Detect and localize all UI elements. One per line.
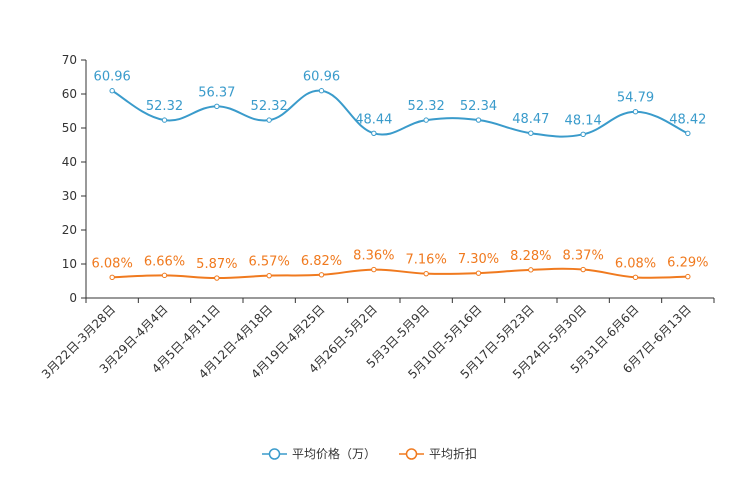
data-point[interactable] xyxy=(318,88,325,94)
data-label: 52.32 xyxy=(408,99,445,114)
data-point[interactable] xyxy=(161,117,168,123)
data-point[interactable] xyxy=(475,270,482,276)
y-tick-label: 40 xyxy=(62,155,77,169)
legend-item-avg-price[interactable]: 平均价格（万） xyxy=(262,446,376,461)
data-point[interactable] xyxy=(109,88,115,94)
data-point[interactable] xyxy=(685,273,691,280)
data-point[interactable] xyxy=(580,266,586,273)
data-label: 48.42 xyxy=(669,112,706,127)
data-label: 6.66% xyxy=(144,254,185,269)
data-point[interactable] xyxy=(423,270,429,277)
data-label: 8.37% xyxy=(563,249,604,264)
data-point[interactable] xyxy=(214,103,220,110)
y-tick-label: 10 xyxy=(62,257,77,271)
legend-item-avg-discount[interactable]: 平均折扣 xyxy=(399,446,477,461)
data-label: 56.37 xyxy=(198,85,235,100)
data-point[interactable] xyxy=(423,117,429,123)
data-label: 60.96 xyxy=(303,70,340,85)
chart-legend[interactable]: 平均价格（万） 平均折扣 xyxy=(262,446,477,461)
data-label: 48.47 xyxy=(512,112,549,127)
data-point[interactable] xyxy=(214,275,220,281)
series-line xyxy=(112,267,688,280)
data-label: 7.30% xyxy=(458,252,499,267)
data-label: 52.34 xyxy=(460,99,497,114)
data-label: 8.36% xyxy=(353,249,394,264)
data-point[interactable] xyxy=(528,267,534,273)
data-point[interactable] xyxy=(371,266,377,273)
y-tick-label: 60 xyxy=(62,87,77,101)
y-tick-label: 0 xyxy=(69,291,77,305)
data-point[interactable] xyxy=(632,274,639,281)
data-label: 6.08% xyxy=(615,256,656,271)
data-point[interactable] xyxy=(161,272,168,279)
data-label: 54.79 xyxy=(617,91,654,106)
data-point[interactable] xyxy=(685,130,691,137)
legend-marker-icon xyxy=(268,448,281,460)
data-point[interactable] xyxy=(580,131,586,138)
legend-label: 平均折扣 xyxy=(429,446,477,461)
series-avg-discount: 6.08% 6.66% 5.87% 6.57% 6.82% 8.36% 7.16% 7.30%… xyxy=(92,249,708,281)
data-label: 52.32 xyxy=(146,99,183,114)
data-label: 6.08% xyxy=(92,256,133,271)
data-label: 8.28% xyxy=(510,249,551,264)
data-point[interactable] xyxy=(475,117,482,123)
data-point[interactable] xyxy=(528,130,534,136)
data-label: 6.82% xyxy=(301,254,342,269)
data-point[interactable] xyxy=(632,109,639,115)
data-label: 6.57% xyxy=(249,255,290,270)
data-point[interactable] xyxy=(266,117,272,123)
data-label: 5.87% xyxy=(196,257,237,272)
y-tick-label: 30 xyxy=(62,189,77,203)
series-layer: 60.96 52.32 56.37 52.32 60.96 48.44 52.32 52.34… xyxy=(92,70,708,281)
data-point[interactable] xyxy=(109,274,115,281)
y-tick-label: 20 xyxy=(62,223,77,237)
data-point[interactable] xyxy=(266,272,272,279)
y-tick-label: 70 xyxy=(62,53,77,67)
data-point[interactable] xyxy=(371,130,377,137)
data-label: 60.96 xyxy=(94,70,131,85)
data-point[interactable] xyxy=(318,272,325,278)
y-tick-label: 50 xyxy=(62,121,77,135)
legend-marker-icon xyxy=(405,448,418,460)
legend-label: 平均价格（万） xyxy=(292,446,376,461)
data-label: 7.16% xyxy=(406,253,447,268)
data-label: 48.44 xyxy=(355,112,392,127)
chart-axes: 0102030405060703月22日-3月28日3月29日-4月4日4月5日… xyxy=(39,53,715,382)
series-avg-price: 60.96 52.32 56.37 52.32 60.96 48.44 52.32 52.34… xyxy=(94,70,706,138)
data-label: 6.29% xyxy=(667,256,708,271)
data-label: 52.32 xyxy=(251,99,288,114)
data-label: 48.14 xyxy=(565,113,602,128)
